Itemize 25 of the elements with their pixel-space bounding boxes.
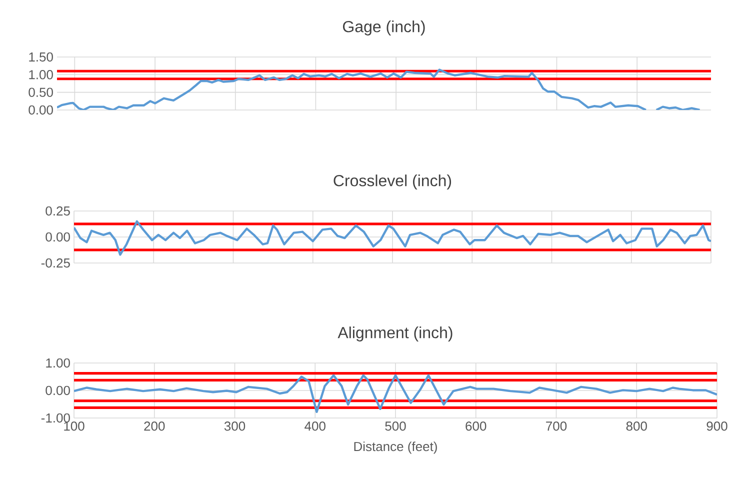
x-tick-label: 100 xyxy=(64,422,84,431)
x-tick-label: 400 xyxy=(304,422,326,431)
y-tick-label: 0.50 xyxy=(28,88,53,97)
x-tick-label: 600 xyxy=(466,422,486,431)
chart-title: Alignment (inch) xyxy=(338,326,452,342)
y-tick-label: -1.00 xyxy=(41,413,70,423)
chart-title: Gage (inch) xyxy=(343,20,425,36)
y-tick-label: -0.25 xyxy=(41,258,70,268)
y-tick-label: 0.00 xyxy=(46,386,70,396)
x-tick-label: 900 xyxy=(706,422,728,431)
line-series xyxy=(74,374,717,414)
y-tick-label: 0.25 xyxy=(46,206,70,216)
y-tick-label: 1.50 xyxy=(29,52,53,62)
x-tick-label: 200 xyxy=(144,422,165,431)
y-tick-label: 0.00 xyxy=(28,105,53,115)
y-tick-label: 1.00 xyxy=(46,358,70,368)
x-tick-label: 800 xyxy=(626,422,647,431)
x-tick-label: 300 xyxy=(224,422,246,431)
x-axis-title: Distance (feet) xyxy=(354,442,437,454)
x-tick-label: 500 xyxy=(385,422,406,431)
x-tick-label: 700 xyxy=(546,422,567,431)
y-tick-label: 0.00 xyxy=(46,232,70,242)
y-tick-label: 1.00 xyxy=(29,70,53,80)
line-series xyxy=(74,220,711,256)
chart-title: Crosslevel (inch) xyxy=(334,174,452,190)
